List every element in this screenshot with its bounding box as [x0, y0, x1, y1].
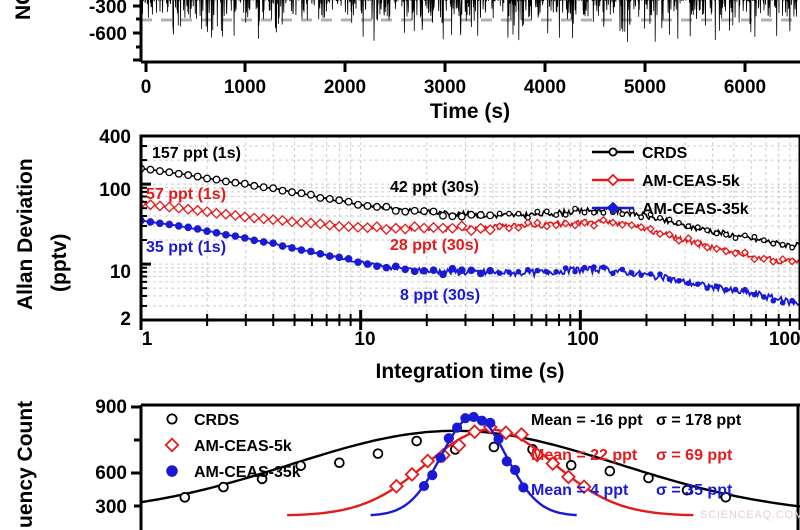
filled-diamond-icon	[606, 201, 620, 215]
stat-sigma-crds: σ = 178 ppt	[656, 412, 742, 429]
timeseries-xtick-label-6: 6000	[724, 77, 766, 98]
filled-circle-icon	[166, 465, 178, 477]
histogram-statistics: Mean = -16 ppt σ = 178 ppt Mean = 22 ppt…	[531, 412, 742, 499]
histogram-legend-item-am-ceas-5k[interactable]: AM-CEAS-5k	[164, 437, 292, 455]
open-circle-icon	[608, 147, 618, 157]
noise-trace	[141, 0, 798, 42]
allan-ytick-label-10: 10	[110, 262, 131, 283]
histogram-y-ticks	[131, 405, 141, 508]
allan-annotation-42ppt: 42 ppt (30s)	[390, 179, 479, 196]
hist-series-am-ceas-35k	[370, 411, 577, 517]
allan-legend-label-crds: CRDS	[642, 145, 688, 162]
histogram-series-group	[141, 411, 800, 517]
allan-y-axis-label-line1: Allan Deviation	[14, 158, 37, 310]
histogram-legend: CRDS AM-CEAS-5k AM-CEAS-35k	[164, 412, 301, 481]
allan-y-ticks	[141, 134, 151, 322]
stat-sigma-am-ceas-35k: σ = 35 ppt	[656, 482, 733, 499]
histogram-ytick-label-600: 600	[95, 463, 127, 484]
open-diamond-icon	[606, 173, 620, 187]
allan-xtick-label-1: 1	[142, 329, 153, 350]
timeseries-y-ticks	[133, 4, 141, 62]
allan-annotation-28ppt: 28 ppt (30s)	[390, 237, 479, 254]
allan-annotation-35ppt: 35 ppt (1s)	[146, 239, 226, 256]
timeseries-xtick-label-5: 5000	[624, 77, 666, 98]
histogram-y-axis-label: uency Count	[14, 401, 37, 528]
timeseries-ytick-label-0: -300	[89, 0, 127, 18]
timeseries-y-axis-label: NO	[12, 0, 35, 20]
stat-sigma-am-ceas-5k: σ = 69 ppt	[656, 447, 733, 464]
allan-xtick-label-10: 10	[354, 329, 375, 350]
allan-series-group	[141, 164, 800, 308]
allan-legend-item-am-ceas-5k[interactable]: AM-CEAS-5k	[592, 173, 740, 190]
open-diamond-icon	[164, 437, 180, 453]
frequency-histogram-panel: 900 600 300 uency Count CRDS AM-CEAS-5k …	[14, 397, 800, 530]
timeseries-xtick-label-0: 0	[141, 77, 152, 98]
series-am-ceas-5k	[141, 198, 800, 266]
histogram-legend-label-am-ceas-35k: AM-CEAS-35k	[194, 464, 301, 481]
stat-mean-am-ceas-35k: Mean = 4 ppt	[531, 482, 629, 499]
timeseries-xtick-label-2: 2000	[324, 77, 366, 98]
timeseries-xtick-label-1: 1000	[224, 77, 266, 98]
stat-mean-am-ceas-5k: Mean = 22 ppt	[531, 447, 638, 464]
histogram-legend-label-am-ceas-5k: AM-CEAS-5k	[194, 438, 292, 455]
histogram-legend-label-crds: CRDS	[194, 412, 240, 429]
allan-x-axis-label: Integration time (s)	[375, 360, 564, 383]
time-series-panel: -300 -600 0 1000 2000 3000 4000 5000 600…	[12, 0, 800, 123]
timeseries-xtick-label-4: 4000	[524, 77, 566, 98]
allan-xtick-label-100: 100	[567, 329, 599, 350]
open-circle-icon	[166, 413, 178, 425]
allan-legend: CRDS AM-CEAS-5k AM-CEAS-35k	[592, 145, 749, 218]
allan-legend-item-crds[interactable]: CRDS	[592, 145, 688, 162]
allan-ytick-label-400: 400	[99, 127, 131, 148]
allan-frame	[139, 134, 800, 322]
allan-deviation-panel: 400 100 10 2 1 10 100 1000 Integration t…	[14, 127, 800, 383]
histogram-ytick-label-300: 300	[95, 497, 127, 518]
allan-annotation-8ppt: 8 ppt (30s)	[400, 287, 480, 304]
histogram-legend-item-crds[interactable]: CRDS	[166, 412, 240, 429]
allan-x-ticks	[139, 310, 800, 330]
timeseries-x-ticks	[144, 62, 747, 72]
allan-xtick-label-1000: 1000	[769, 329, 800, 350]
histogram-ytick-label-900: 900	[95, 397, 127, 418]
allan-legend-label-am-ceas-5k: AM-CEAS-5k	[642, 173, 740, 190]
allan-ytick-label-2: 2	[120, 309, 131, 330]
allan-ytick-label-100: 100	[99, 180, 131, 201]
timeseries-xtick-label-3: 3000	[424, 77, 466, 98]
allan-legend-label-am-ceas-35k: AM-CEAS-35k	[642, 201, 749, 218]
allan-annotation-57ppt: 57 ppt (1s)	[146, 186, 226, 203]
timeseries-x-axis-label: Time (s)	[430, 100, 510, 123]
stat-mean-crds: Mean = -16 ppt	[531, 412, 643, 429]
allan-annotation-157ppt: 157 ppt (1s)	[152, 145, 241, 162]
allan-y-axis-label-line2: (pptv)	[48, 234, 71, 292]
watermark: SCIENCEAQ.COM	[700, 509, 800, 521]
allan-legend-item-am-ceas-35k[interactable]: AM-CEAS-35k	[592, 201, 749, 218]
timeseries-ytick-label-1: -600	[89, 24, 127, 45]
series-crds	[141, 164, 800, 251]
histogram-legend-item-am-ceas-35k[interactable]: AM-CEAS-35k	[166, 464, 301, 481]
